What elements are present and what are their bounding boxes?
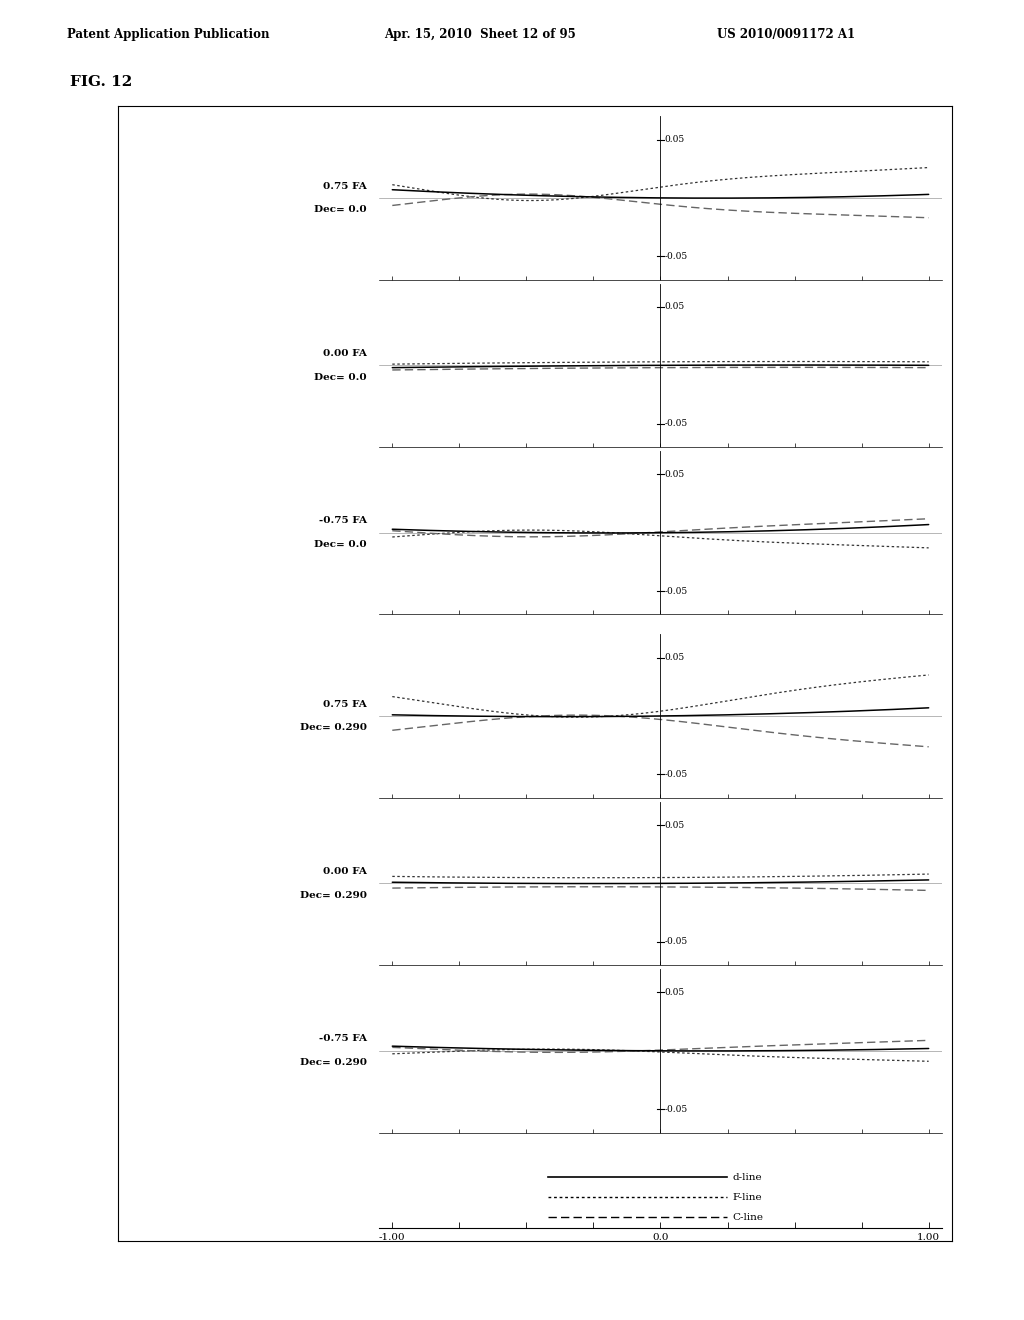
Text: -0.05: -0.05 [665, 252, 688, 261]
Text: 0.05: 0.05 [665, 470, 685, 479]
Text: 0.00 FA: 0.00 FA [323, 867, 367, 876]
Text: Dec= 0.0: Dec= 0.0 [314, 372, 367, 381]
Text: d-line: d-line [732, 1173, 762, 1181]
Text: Dec= 0.0: Dec= 0.0 [314, 206, 367, 214]
Text: C-line: C-line [732, 1213, 763, 1221]
Text: -0.05: -0.05 [665, 420, 688, 428]
Text: 0.05: 0.05 [665, 653, 685, 663]
Text: US 2010/0091172 A1: US 2010/0091172 A1 [717, 28, 855, 41]
Text: -0.05: -0.05 [665, 937, 688, 946]
Text: 0.0: 0.0 [652, 1233, 669, 1242]
Text: Patent Application Publication: Patent Application Publication [67, 28, 269, 41]
Text: 0.75 FA: 0.75 FA [323, 700, 367, 709]
Text: -0.75 FA: -0.75 FA [318, 1035, 367, 1043]
Text: Apr. 15, 2010  Sheet 12 of 95: Apr. 15, 2010 Sheet 12 of 95 [384, 28, 575, 41]
Text: -0.05: -0.05 [665, 586, 688, 595]
Text: 0.05: 0.05 [665, 987, 685, 997]
Text: -0.75 FA: -0.75 FA [318, 516, 367, 525]
Text: Dec= 0.290: Dec= 0.290 [300, 723, 367, 733]
Text: -0.05: -0.05 [665, 770, 688, 779]
Text: Dec= 0.290: Dec= 0.290 [300, 1059, 367, 1067]
Text: 1.00: 1.00 [918, 1233, 940, 1242]
Text: 0.75 FA: 0.75 FA [323, 182, 367, 190]
Text: F-line: F-line [732, 1193, 762, 1201]
Text: Dec= 0.290: Dec= 0.290 [300, 891, 367, 900]
Text: 0.00 FA: 0.00 FA [323, 348, 367, 358]
Text: Dec= 0.0: Dec= 0.0 [314, 540, 367, 549]
Text: -1.00: -1.00 [379, 1233, 406, 1242]
Text: FIG. 12: FIG. 12 [70, 75, 132, 90]
Text: 0.05: 0.05 [665, 302, 685, 312]
Text: 0.05: 0.05 [665, 135, 685, 144]
Text: -0.05: -0.05 [665, 1105, 688, 1114]
Text: 0.05: 0.05 [665, 821, 685, 829]
